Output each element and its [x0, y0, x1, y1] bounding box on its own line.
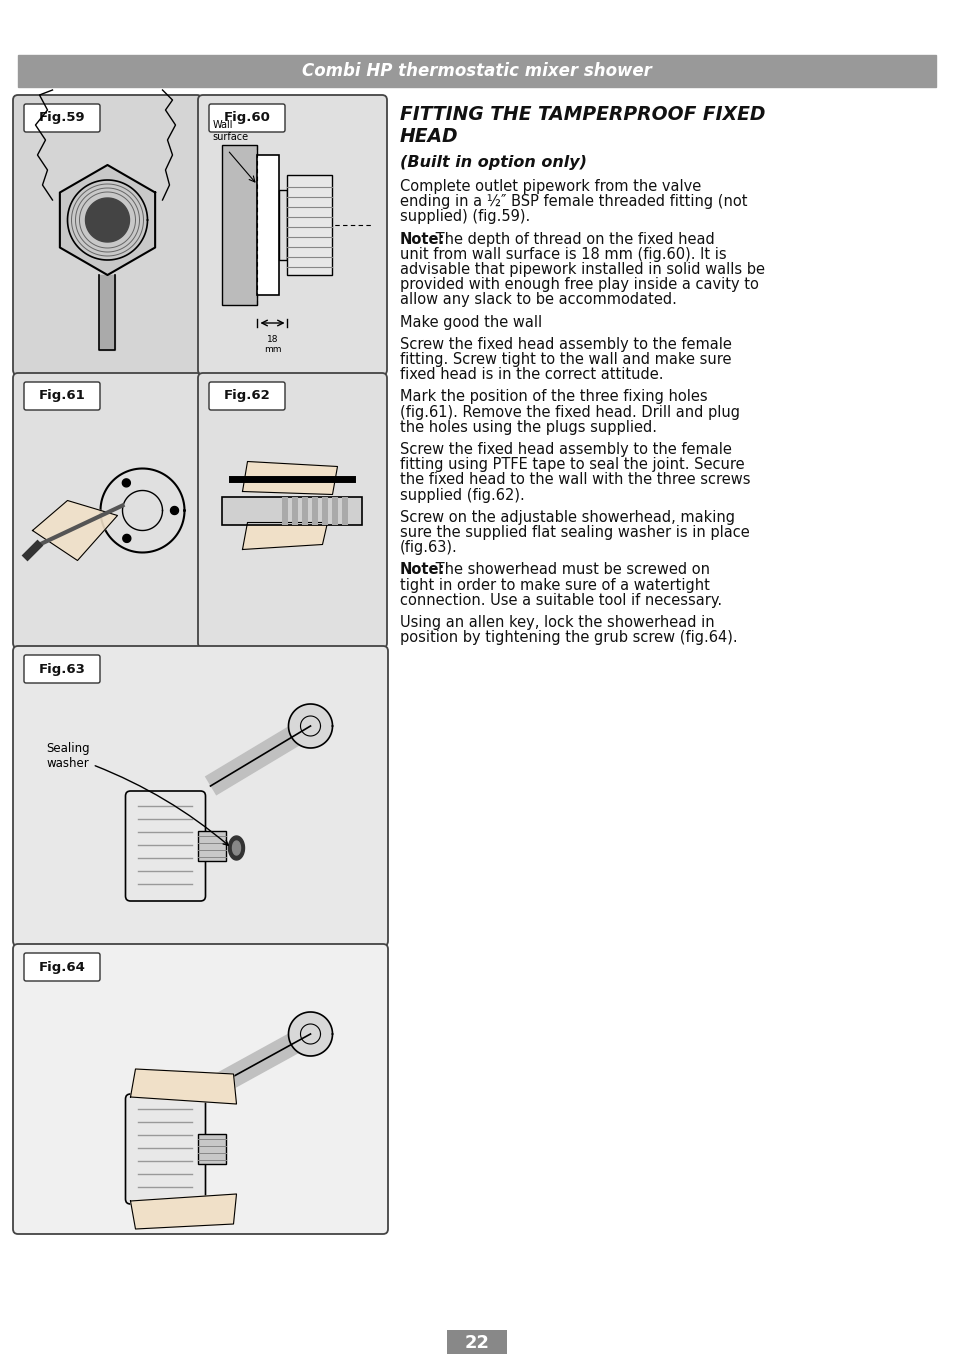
Text: Wall
surface: Wall surface [213, 121, 249, 142]
FancyBboxPatch shape [126, 791, 205, 900]
FancyBboxPatch shape [24, 953, 100, 982]
Text: Fig.62: Fig.62 [223, 390, 270, 402]
Text: provided with enough free play inside a cavity to: provided with enough free play inside a … [399, 278, 758, 292]
Bar [18, 56, 935, 87]
FancyBboxPatch shape [13, 944, 388, 1233]
Text: supplied (fig.62).: supplied (fig.62). [399, 487, 524, 502]
Text: Screw the fixed head assembly to the female: Screw the fixed head assembly to the fem… [399, 441, 731, 458]
Bar [333, 497, 338, 524]
Bar [257, 154, 279, 295]
Bar [287, 175, 333, 275]
Text: Note:: Note: [399, 562, 445, 577]
Polygon shape [288, 1011, 333, 1056]
FancyBboxPatch shape [126, 1094, 205, 1204]
Text: advisable that pipework installed in solid walls be: advisable that pipework installed in sol… [399, 263, 764, 278]
FancyBboxPatch shape [209, 104, 285, 131]
Text: the holes using the plugs supplied.: the holes using the plugs supplied. [399, 420, 657, 435]
Text: 18
mm: 18 mm [263, 334, 281, 355]
Bar [313, 497, 318, 524]
Text: (Built in option only): (Built in option only) [399, 154, 586, 171]
Text: Complete outlet pipework from the valve: Complete outlet pipework from the valve [399, 179, 700, 194]
Text: fixed head is in the correct attitude.: fixed head is in the correct attitude. [399, 367, 662, 382]
Polygon shape [242, 462, 337, 494]
Polygon shape [123, 535, 131, 543]
Polygon shape [242, 523, 327, 550]
Text: HEAD: HEAD [399, 127, 458, 146]
Text: Fig.60: Fig.60 [223, 111, 270, 125]
Text: The depth of thread on the fixed head: The depth of thread on the fixed head [431, 232, 714, 246]
FancyBboxPatch shape [13, 372, 202, 649]
Text: Combi HP thermostatic mixer shower: Combi HP thermostatic mixer shower [302, 62, 651, 80]
Text: (fig.61). Remove the fixed head. Drill and plug: (fig.61). Remove the fixed head. Drill a… [399, 405, 740, 420]
Bar [222, 497, 362, 524]
Bar [198, 831, 226, 861]
Text: supplied) (fig.59).: supplied) (fig.59). [399, 210, 530, 225]
Text: Mark the position of the three fixing holes: Mark the position of the three fixing ho… [399, 390, 707, 405]
Bar [99, 275, 115, 349]
Polygon shape [131, 1194, 236, 1229]
Polygon shape [233, 841, 240, 854]
Bar [222, 145, 257, 305]
FancyBboxPatch shape [209, 382, 285, 410]
Text: 22: 22 [464, 1334, 489, 1353]
Text: (fig.63).: (fig.63). [399, 540, 457, 555]
Text: ending in a ½″ BSP female threaded fitting (not: ending in a ½″ BSP female threaded fitti… [399, 194, 747, 210]
Bar [198, 1135, 226, 1164]
Polygon shape [131, 1070, 236, 1104]
Polygon shape [86, 198, 130, 242]
Bar [293, 497, 298, 524]
Text: Make good the wall: Make good the wall [399, 314, 541, 329]
Text: Screw the fixed head assembly to the female: Screw the fixed head assembly to the fem… [399, 337, 731, 352]
FancyBboxPatch shape [198, 372, 387, 649]
Text: Fig.59: Fig.59 [39, 111, 85, 125]
Text: sure the supplied flat sealing washer is in place: sure the supplied flat sealing washer is… [399, 525, 749, 540]
FancyBboxPatch shape [24, 104, 100, 131]
Text: fitting using PTFE tape to seal the joint. Secure: fitting using PTFE tape to seal the join… [399, 458, 744, 473]
Text: The showerhead must be screwed on: The showerhead must be screwed on [431, 562, 709, 577]
Bar [302, 497, 308, 524]
Text: Using an allen key, lock the showerhead in: Using an allen key, lock the showerhead … [399, 615, 714, 630]
Polygon shape [288, 704, 333, 747]
FancyBboxPatch shape [24, 655, 100, 682]
Text: allow any slack to be accommodated.: allow any slack to be accommodated. [399, 292, 677, 307]
Text: Sealing
washer: Sealing washer [46, 742, 228, 845]
FancyBboxPatch shape [13, 95, 202, 375]
Text: Note:: Note: [399, 232, 445, 246]
Polygon shape [32, 501, 117, 561]
Bar [279, 190, 287, 260]
Text: position by tightening the grub screw (fig.64).: position by tightening the grub screw (f… [399, 630, 737, 646]
Text: Screw on the adjustable showerhead, making: Screw on the adjustable showerhead, maki… [399, 510, 734, 525]
Text: Fig.61: Fig.61 [38, 390, 85, 402]
Bar [322, 497, 328, 524]
Text: FITTING THE TAMPERPROOF FIXED: FITTING THE TAMPERPROOF FIXED [399, 106, 764, 125]
FancyBboxPatch shape [13, 646, 388, 946]
Text: Fig.64: Fig.64 [38, 960, 86, 974]
Polygon shape [229, 835, 244, 860]
Bar [282, 497, 288, 524]
Bar [342, 497, 348, 524]
FancyBboxPatch shape [198, 95, 387, 375]
Text: fitting. Screw tight to the wall and make sure: fitting. Screw tight to the wall and mak… [399, 352, 731, 367]
Polygon shape [122, 479, 131, 487]
FancyBboxPatch shape [24, 382, 100, 410]
Text: tight in order to make sure of a watertight: tight in order to make sure of a waterti… [399, 578, 709, 593]
Polygon shape [60, 165, 155, 275]
Text: the fixed head to the wall with the three screws: the fixed head to the wall with the thre… [399, 473, 750, 487]
Text: connection. Use a suitable tool if necessary.: connection. Use a suitable tool if neces… [399, 593, 721, 608]
Text: unit from wall surface is 18 mm (fig.60). It is: unit from wall surface is 18 mm (fig.60)… [399, 246, 726, 261]
Text: Fig.63: Fig.63 [38, 662, 86, 676]
Polygon shape [171, 506, 178, 515]
Bar [447, 1330, 506, 1354]
